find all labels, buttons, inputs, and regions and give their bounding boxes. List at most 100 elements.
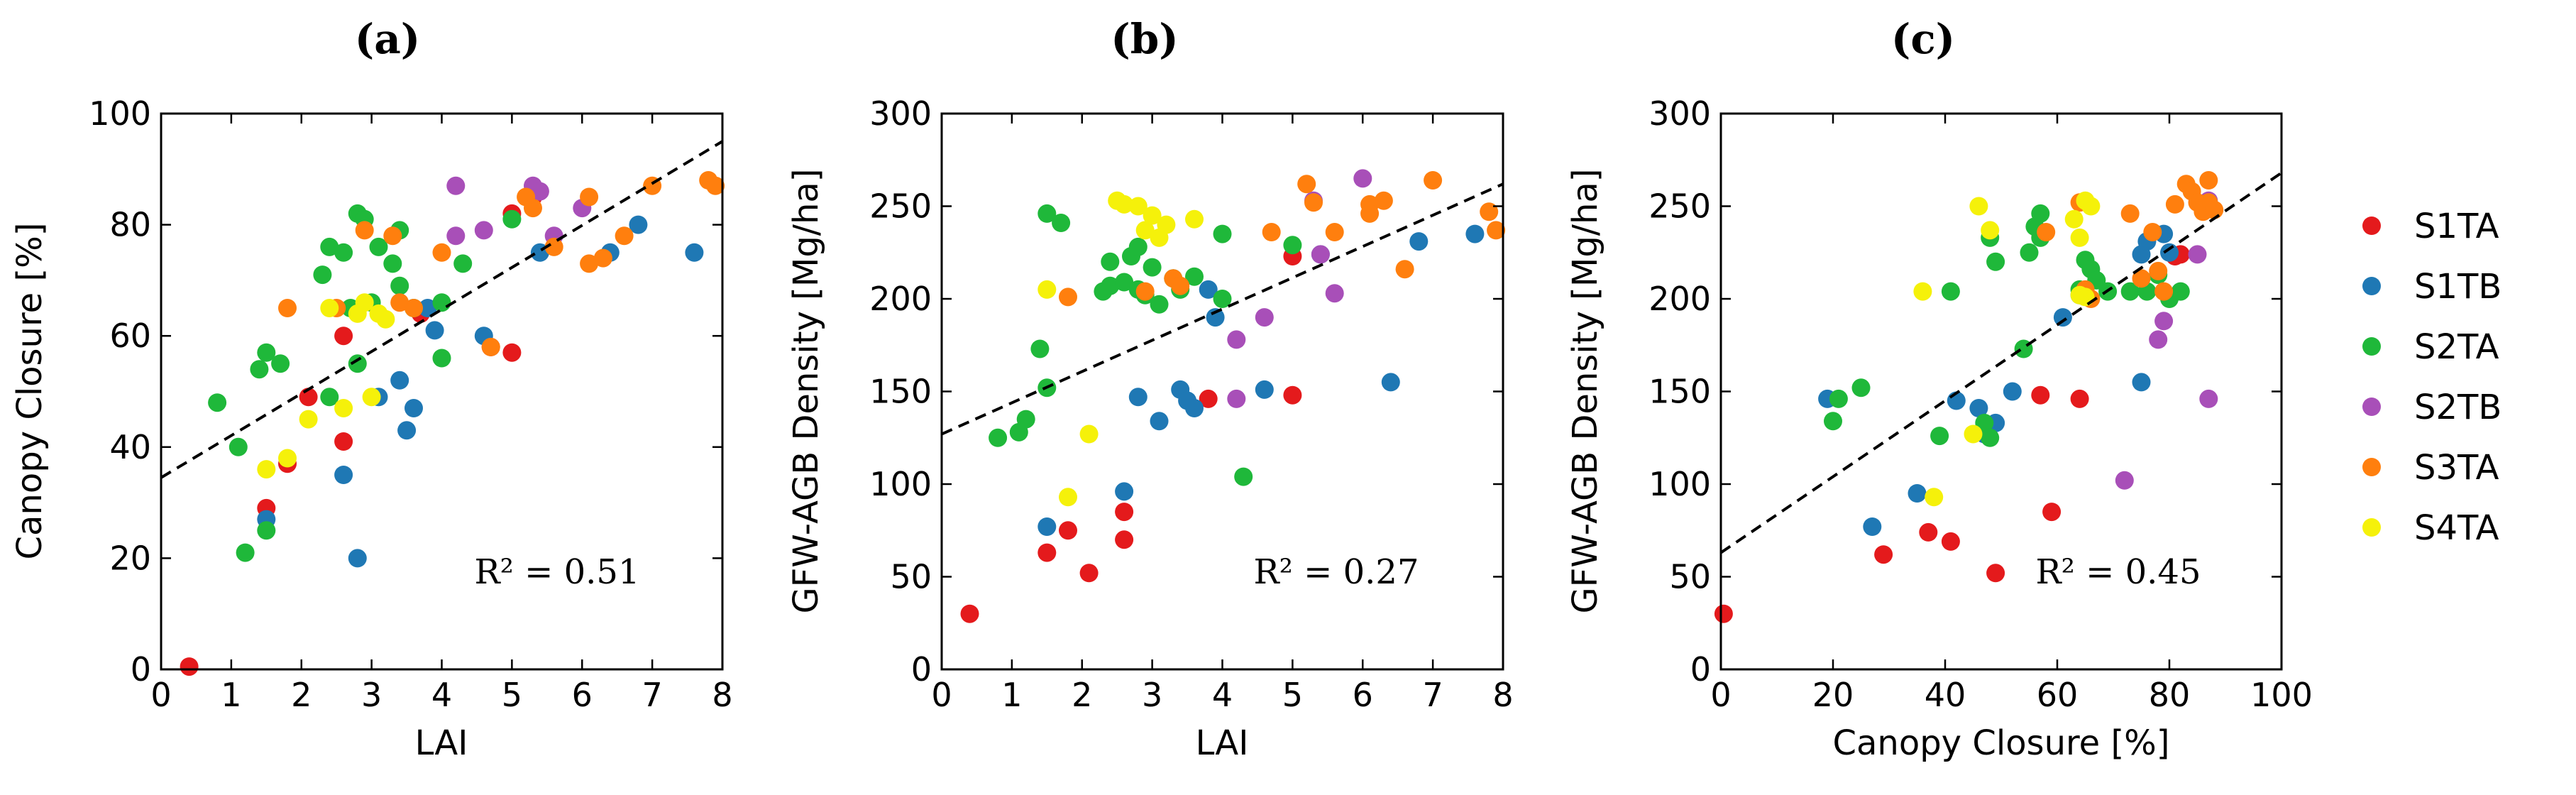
point-s2ta xyxy=(348,354,367,373)
point-s1tb xyxy=(1206,308,1225,327)
x-tick-label: 6 xyxy=(572,676,593,714)
point-s2ta xyxy=(257,343,276,362)
point-s3ta xyxy=(2199,171,2218,190)
panel-a-x-axis-label: LAI xyxy=(415,723,468,763)
point-s2ta xyxy=(334,243,353,262)
panel-c-r2-annotation: R² = 0.45 xyxy=(2036,552,2201,592)
point-s3ta xyxy=(2165,194,2184,214)
point-s1ta xyxy=(1283,385,1302,405)
point-s2ta xyxy=(1143,258,1162,277)
point-s2tb xyxy=(2199,389,2218,408)
x-tick-label: 8 xyxy=(1492,676,1513,714)
point-s2ta xyxy=(1981,428,2000,447)
point-s3ta xyxy=(383,226,402,246)
point-s4ta xyxy=(362,388,381,407)
point-s2ta xyxy=(502,209,522,229)
point-s1ta xyxy=(960,604,979,623)
x-tick-label: 0 xyxy=(1710,676,1731,714)
point-s1ta xyxy=(334,432,353,451)
point-s4ta xyxy=(376,309,395,329)
panel-c-ticks: 0 20 40 60 80 100 0 50 100 150 200 250 300 xyxy=(1648,94,2313,714)
point-s1tb xyxy=(1255,380,1274,399)
panel-b-title: (b) xyxy=(1111,15,1178,63)
y-tick-label: 40 xyxy=(109,428,151,466)
point-s3ta xyxy=(593,248,612,268)
point-s3ta xyxy=(544,237,563,256)
x-tick-label: 0 xyxy=(931,676,952,714)
point-s3ta xyxy=(1297,175,1316,194)
x-tick-label: 6 xyxy=(1353,676,1373,714)
point-s3ta xyxy=(2205,200,2224,219)
point-s2tb xyxy=(2149,330,2168,349)
point-s1ta xyxy=(2070,389,2089,408)
x-tick-label: 100 xyxy=(2250,676,2313,714)
point-s3ta xyxy=(615,226,634,246)
point-s4ta xyxy=(2064,209,2084,229)
point-s4ta xyxy=(1157,215,1176,234)
point-s2ta xyxy=(1930,427,1949,446)
panel-b-r2-annotation: R² = 0.27 xyxy=(1254,552,1419,592)
legend-marker-s2tb xyxy=(2362,398,2381,416)
x-tick-label: 4 xyxy=(431,676,452,714)
x-tick-label: 5 xyxy=(502,676,522,714)
point-s2ta xyxy=(1234,467,1253,486)
y-tick-label: 250 xyxy=(869,187,932,226)
regression-line xyxy=(160,140,724,479)
x-tick-label: 8 xyxy=(712,676,732,714)
panel-c-x-axis-label: Canopy Closure [%] xyxy=(1832,723,2169,763)
point-s2ta xyxy=(1986,252,2005,271)
panel-b-marks xyxy=(941,169,1506,623)
y-tick-label: 150 xyxy=(869,373,932,411)
point-s3ta xyxy=(2120,204,2140,223)
y-tick-label: 100 xyxy=(869,465,932,503)
point-s4ta xyxy=(320,299,339,317)
point-s2tb xyxy=(2188,245,2207,264)
point-s2ta xyxy=(320,237,339,256)
point-s4ta xyxy=(2081,197,2101,216)
point-s3ta xyxy=(1304,193,1323,212)
point-s4ta xyxy=(2076,287,2095,307)
point-s2ta xyxy=(1185,267,1204,286)
point-s3ta xyxy=(481,337,500,356)
point-s2ta xyxy=(2120,282,2140,301)
point-s4ta xyxy=(1969,197,1988,216)
y-tick-label: 100 xyxy=(1648,465,1711,503)
x-tick-label: 2 xyxy=(1072,676,1092,714)
point-s3ta xyxy=(2037,223,2056,241)
point-s1tb xyxy=(1150,412,1169,431)
point-s1ta xyxy=(1919,522,1938,542)
point-s2ta xyxy=(1829,389,1848,408)
x-tick-label: 40 xyxy=(1925,676,1966,714)
point-s2ta xyxy=(432,349,451,368)
point-s4ta xyxy=(334,399,353,417)
point-s1tb xyxy=(425,321,444,340)
regression-line xyxy=(941,182,1504,436)
y-tick-label: 50 xyxy=(890,558,932,596)
legend-marker-s1ta xyxy=(2362,216,2381,235)
point-s2tb xyxy=(1311,245,1330,264)
y-tick-label: 250 xyxy=(1648,187,1711,226)
point-s2ta xyxy=(1101,276,1120,295)
point-s3ta xyxy=(1262,223,1281,241)
y-tick-label: 300 xyxy=(869,94,932,133)
point-s2ta xyxy=(390,276,409,295)
point-s4ta xyxy=(257,460,276,479)
point-s2ta xyxy=(369,237,388,256)
point-s1tb xyxy=(1381,373,1400,392)
point-s1ta xyxy=(1714,604,1733,623)
y-tick-label: 60 xyxy=(109,317,151,355)
point-s1tb xyxy=(334,466,353,484)
legend-label-s1tb: S1TB xyxy=(2414,267,2501,307)
y-tick-label: 20 xyxy=(109,539,151,577)
point-s1tb xyxy=(1115,482,1134,501)
point-s4ta xyxy=(1925,488,1944,507)
point-s4ta xyxy=(1913,282,1932,301)
point-s3ta xyxy=(2149,261,2168,280)
point-s2ta xyxy=(1101,252,1120,271)
point-s2ta xyxy=(2020,243,2039,262)
panel-b-x-axis-label: LAI xyxy=(1196,723,1249,763)
point-s3ta xyxy=(1360,204,1380,223)
point-s1ta xyxy=(1986,564,2005,583)
x-tick-label: 1 xyxy=(1001,676,1022,714)
